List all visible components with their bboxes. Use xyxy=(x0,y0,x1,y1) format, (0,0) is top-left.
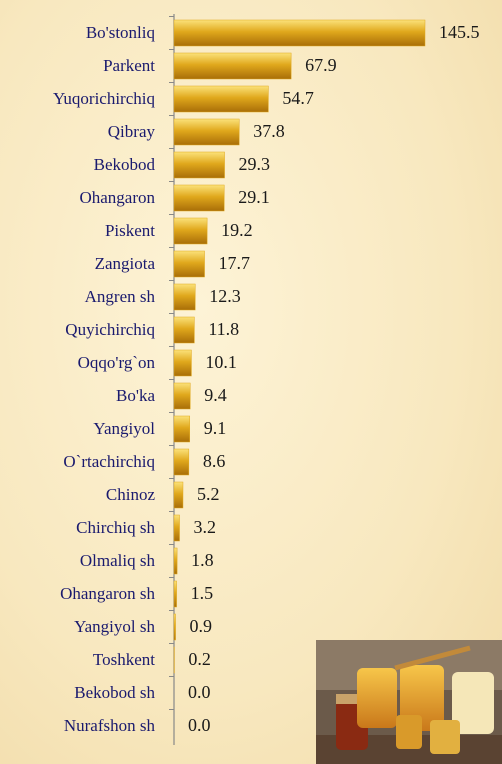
category-label: Ohangaron xyxy=(79,188,155,207)
value-label: 1.8 xyxy=(191,550,214,570)
value-label: 145.5 xyxy=(439,22,480,42)
value-label: 5.2 xyxy=(197,484,220,504)
value-label: 0.0 xyxy=(188,682,211,702)
category-label: Zangiota xyxy=(95,254,156,273)
category-label: Chirchiq sh xyxy=(76,518,155,537)
bar xyxy=(174,185,224,211)
bar xyxy=(174,53,291,79)
category-label: Yangiyol xyxy=(93,419,155,438)
value-label: 29.3 xyxy=(239,154,271,174)
bar xyxy=(174,284,195,310)
category-label: Bo'stonliq xyxy=(86,23,156,42)
bar xyxy=(174,317,194,343)
category-label: Yangiyol sh xyxy=(74,617,155,636)
bar xyxy=(174,218,207,244)
value-label: 0.2 xyxy=(188,649,211,669)
value-label: 29.1 xyxy=(238,187,270,207)
category-label: Parkent xyxy=(103,56,155,75)
category-label: Qibray xyxy=(108,122,156,141)
bar xyxy=(174,383,190,409)
bar xyxy=(174,119,239,145)
value-label: 9.4 xyxy=(204,385,227,405)
category-label: Chinoz xyxy=(106,485,156,504)
bar xyxy=(174,548,177,574)
category-label: Angren sh xyxy=(85,287,156,306)
category-label: Toshkent xyxy=(93,650,155,669)
value-label: 9.1 xyxy=(204,418,227,438)
category-label: Ohangaron sh xyxy=(60,584,155,603)
bar xyxy=(174,581,177,607)
value-label: 0.0 xyxy=(188,715,211,735)
category-label: Piskent xyxy=(105,221,155,240)
category-label: Bekobod xyxy=(94,155,156,174)
category-label: Olmaliq sh xyxy=(80,551,156,570)
category-label: Nurafshon sh xyxy=(64,716,156,735)
bar xyxy=(174,350,191,376)
value-label: 10.1 xyxy=(205,352,237,372)
value-label: 8.6 xyxy=(203,451,226,471)
value-label: 3.2 xyxy=(194,517,217,537)
category-label: Quyichirchiq xyxy=(65,320,155,339)
bar xyxy=(174,416,190,442)
category-label: Bo'ka xyxy=(116,386,155,405)
bar xyxy=(174,86,268,112)
category-label: Yuqorichirchiq xyxy=(53,89,155,108)
value-label: 54.7 xyxy=(282,88,314,108)
value-label: 12.3 xyxy=(209,286,241,306)
category-label: Bekobod sh xyxy=(74,683,155,702)
bar xyxy=(174,251,205,277)
value-label: 0.9 xyxy=(190,616,213,636)
value-label: 17.7 xyxy=(219,253,251,273)
chart: Bo'stonliq 145.5 Parkent 67.9 Yuqorichirchiq… xyxy=(0,0,502,764)
bar xyxy=(174,614,176,640)
bar xyxy=(174,20,425,46)
page: {"chart_data": {"type": "bar", "orientat… xyxy=(0,0,502,764)
value-label: 37.8 xyxy=(253,121,285,141)
value-label: 67.9 xyxy=(305,55,337,75)
bar xyxy=(174,515,180,541)
category-label: O`rtachirchiq xyxy=(63,452,155,471)
bar xyxy=(174,482,183,508)
value-label: 1.5 xyxy=(191,583,214,603)
bar xyxy=(174,152,225,178)
value-label: 11.8 xyxy=(208,319,239,339)
bar xyxy=(174,449,189,475)
category-label: Oqqo'rg`on xyxy=(78,353,156,372)
value-label: 19.2 xyxy=(221,220,253,240)
photo xyxy=(316,640,502,764)
